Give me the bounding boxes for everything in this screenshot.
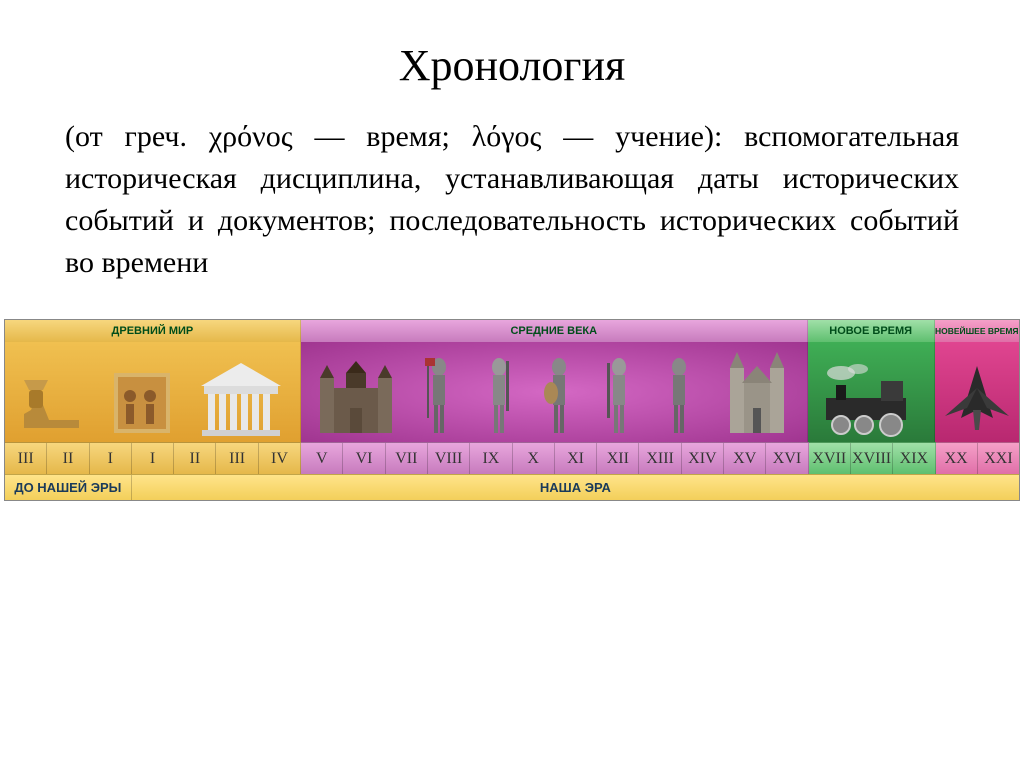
knight-icon: [542, 353, 576, 438]
era-header-row: ДРЕВНИЙ МИР СРЕДНИЕ ВЕКА НОВОЕ ВРЕМЯ НОВ…: [5, 320, 1019, 342]
century-cell: I: [90, 442, 132, 474]
knight-icon: [482, 353, 516, 438]
century-cell: I: [132, 442, 174, 474]
era-header-newest: НОВЕЙШЕЕ ВРЕМЯ: [935, 320, 1019, 342]
era-illus-ancient: [5, 342, 301, 442]
knight-icon: [662, 353, 696, 438]
century-cell: X: [513, 442, 555, 474]
era-label: СРЕДНИЕ ВЕКА: [510, 325, 597, 337]
century-cell: XXI: [978, 442, 1019, 474]
century-cell: IV: [259, 442, 301, 474]
century-cell: XX: [936, 442, 978, 474]
era-header-middle: СРЕДНИЕ ВЕКА: [301, 320, 808, 342]
century-cell: II: [174, 442, 216, 474]
century-cell: XVI: [766, 442, 808, 474]
era-header-ancient: ДРЕВНИЙ МИР: [5, 320, 301, 342]
timeline: ДРЕВНИЙ МИР СРЕДНИЕ ВЕКА НОВОЕ ВРЕМЯ НОВ…: [0, 319, 1024, 501]
era-footer-ad: НАША ЭРА: [132, 475, 1019, 500]
era-header-modern: НОВОЕ ВРЕМЯ: [808, 320, 935, 342]
centuries-row: IIIIIIIIIIIIIVVVIVIIVIIIIXXXIXIIXIIIXIVX…: [5, 442, 1019, 474]
century-cell: XIV: [682, 442, 724, 474]
century-cell: V: [301, 442, 343, 474]
century-cell: VIII: [428, 442, 470, 474]
fresco-icon: [112, 368, 172, 438]
era-footer-row: ДО НАШЕЙ ЭРЫ НАША ЭРА: [5, 474, 1019, 500]
definition-text: (от греч. χρόνος — время; λόγος — учение…: [65, 116, 959, 284]
century-cell: II: [47, 442, 89, 474]
locomotive-icon: [816, 363, 926, 438]
century-cell: XI: [555, 442, 597, 474]
knight-icon: [422, 353, 456, 438]
era-illus-newest: [935, 342, 1019, 442]
knight-icon: [602, 353, 636, 438]
century-cell: III: [216, 442, 258, 474]
sphinx-icon: [19, 368, 89, 438]
century-cell: XV: [724, 442, 766, 474]
era-label: НОВОЕ ВРЕМЯ: [829, 325, 912, 337]
era-footer-bc: ДО НАШЕЙ ЭРЫ: [5, 475, 132, 500]
era-footer-label: ДО НАШЕЙ ЭРЫ: [14, 480, 121, 495]
era-label: ДРЕВНИЙ МИР: [112, 325, 194, 337]
cathedral-icon: [722, 348, 792, 438]
century-cell: XIX: [893, 442, 935, 474]
illustration-row: [5, 342, 1019, 442]
century-cell: XII: [597, 442, 639, 474]
era-label: НОВЕЙШЕЕ ВРЕМЯ: [935, 326, 1019, 336]
century-cell: VII: [386, 442, 428, 474]
page-title: Хронология: [65, 40, 959, 91]
era-footer-label: НАША ЭРА: [540, 480, 611, 495]
century-cell: IX: [470, 442, 512, 474]
jet-icon: [937, 358, 1017, 438]
century-cell: XIII: [639, 442, 681, 474]
era-illus-middle: [301, 342, 808, 442]
castle-icon: [316, 353, 396, 438]
century-cell: VI: [343, 442, 385, 474]
parthenon-icon: [196, 358, 286, 438]
century-cell: XVII: [809, 442, 851, 474]
century-cell: III: [5, 442, 47, 474]
century-cell: XVIII: [851, 442, 893, 474]
era-illus-modern: [808, 342, 935, 442]
